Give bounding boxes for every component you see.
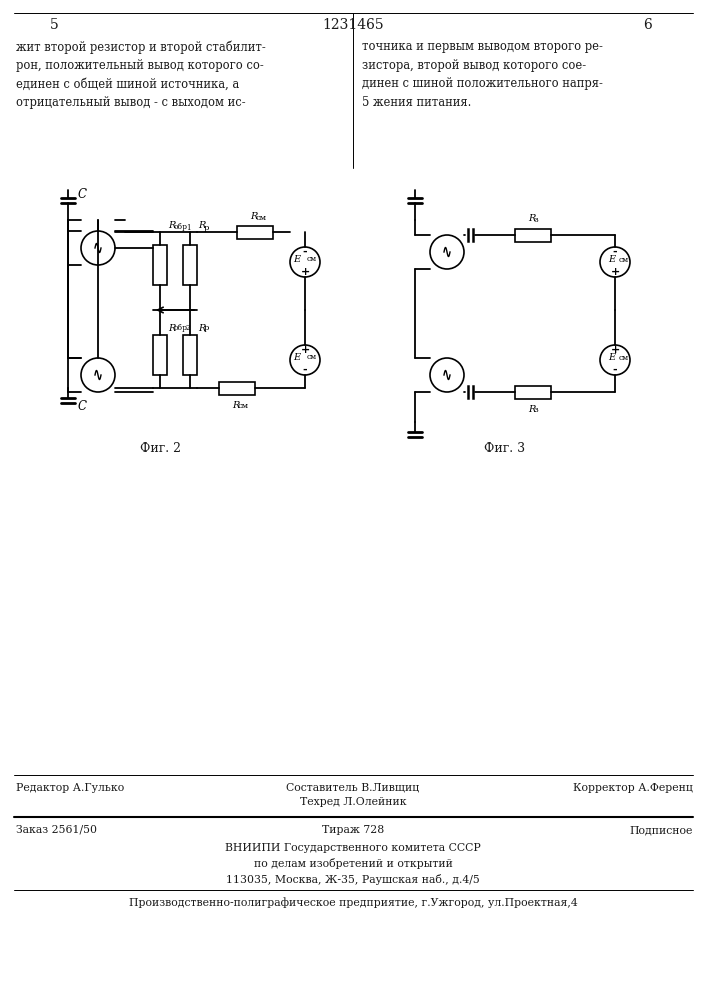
Text: E: E — [609, 353, 616, 361]
Text: E: E — [609, 254, 616, 263]
Text: см: см — [307, 255, 317, 263]
Text: точника и первым выводом второго ре-
зистора, второй вывод которого сое-
динен с: точника и первым выводом второго ре- зис… — [362, 40, 603, 108]
Text: см: см — [256, 214, 267, 222]
Text: R: R — [198, 324, 205, 333]
Text: з: з — [534, 406, 539, 414]
Bar — [183, 335, 197, 375]
Bar — [183, 245, 197, 285]
Text: з: з — [534, 216, 539, 224]
Text: обр: обр — [174, 223, 188, 231]
Circle shape — [290, 345, 320, 375]
Bar — [515, 229, 551, 241]
Circle shape — [600, 247, 630, 277]
Circle shape — [290, 247, 320, 277]
Text: Производственно-полиграфическое предприятие, г.Ужгород, ул.Проектная,4: Производственно-полиграфическое предприя… — [129, 897, 578, 908]
Text: 5: 5 — [49, 18, 59, 32]
Circle shape — [81, 231, 115, 265]
Text: C: C — [78, 188, 87, 202]
Text: 1231465: 1231465 — [322, 18, 384, 32]
Text: см: см — [619, 354, 629, 362]
Text: R: R — [250, 212, 257, 221]
Text: см: см — [619, 256, 629, 264]
Text: +: + — [610, 345, 619, 355]
Text: 2: 2 — [186, 324, 190, 332]
Circle shape — [430, 358, 464, 392]
Bar — [153, 245, 167, 285]
Text: см: см — [307, 353, 317, 361]
Text: R: R — [168, 221, 175, 230]
Text: +: + — [610, 267, 619, 277]
Circle shape — [81, 358, 115, 392]
Text: Заказ 2561/50: Заказ 2561/50 — [16, 825, 97, 835]
Text: -: - — [613, 365, 617, 375]
Text: Составитель В.Ливщиц
Техред Л.Олейник: Составитель В.Ливщиц Техред Л.Олейник — [286, 783, 420, 807]
Text: Подписное: Подписное — [630, 825, 693, 835]
Text: R: R — [198, 221, 205, 230]
Text: +: + — [300, 345, 310, 355]
Text: ВНИИПИ Государственного комитета СССР
по делам изобретений и открытий
113035, Мо: ВНИИПИ Государственного комитета СССР по… — [225, 843, 481, 885]
Text: R: R — [232, 401, 240, 410]
Text: E: E — [293, 254, 300, 263]
Text: см: см — [238, 402, 249, 410]
Circle shape — [430, 235, 464, 269]
Circle shape — [600, 345, 630, 375]
Text: 6: 6 — [643, 18, 653, 32]
Text: 1: 1 — [186, 224, 190, 232]
Text: Фиг. 2: Фиг. 2 — [139, 442, 180, 454]
Text: -: - — [613, 247, 617, 257]
Bar — [237, 226, 273, 238]
Text: Редактор А.Гулько: Редактор А.Гулько — [16, 783, 124, 793]
Text: -: - — [303, 365, 308, 375]
Bar — [515, 385, 551, 398]
Text: -: - — [303, 247, 308, 257]
Text: R: R — [168, 324, 175, 333]
Text: обр: обр — [174, 324, 188, 332]
Text: R: R — [528, 214, 535, 223]
Text: жит второй резистор и второй стабилит-
рон, положительный вывод которого со-
еди: жит второй резистор и второй стабилит- р… — [16, 40, 266, 109]
Text: Тираж 728: Тираж 728 — [322, 825, 384, 835]
Text: р: р — [204, 324, 209, 332]
Text: +: + — [300, 267, 310, 277]
Text: Фиг. 3: Фиг. 3 — [484, 442, 525, 454]
Text: C: C — [78, 399, 87, 412]
Text: Корректор А.Ференц: Корректор А.Ференц — [573, 783, 693, 793]
Text: R: R — [528, 405, 535, 414]
Bar — [153, 335, 167, 375]
Text: E: E — [293, 353, 300, 361]
Text: р: р — [204, 224, 209, 232]
Bar — [219, 381, 255, 394]
